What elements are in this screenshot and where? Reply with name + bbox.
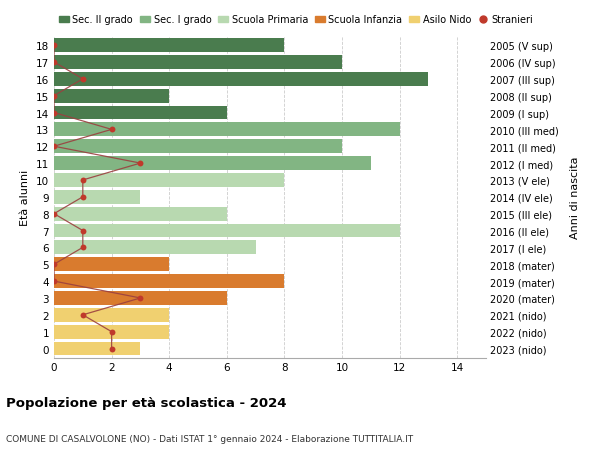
Point	[78, 244, 88, 252]
Point	[78, 177, 88, 184]
Bar	[54, 342, 140, 356]
Bar	[54, 123, 400, 137]
Point	[49, 278, 59, 285]
Bar	[54, 207, 227, 221]
Bar	[54, 174, 284, 187]
Bar	[54, 190, 140, 204]
Bar	[54, 73, 428, 86]
Point	[78, 194, 88, 201]
Point	[49, 261, 59, 269]
Point	[107, 345, 116, 353]
Point	[136, 295, 145, 302]
Bar	[54, 325, 169, 339]
Bar	[54, 274, 284, 288]
Bar	[54, 308, 169, 322]
Point	[49, 59, 59, 67]
Bar	[54, 140, 342, 154]
Bar	[54, 224, 400, 238]
Bar	[54, 90, 169, 103]
Point	[107, 126, 116, 134]
Bar	[54, 241, 256, 255]
Bar	[54, 56, 342, 70]
Point	[78, 227, 88, 235]
Bar	[54, 291, 227, 305]
Point	[49, 143, 59, 151]
Point	[136, 160, 145, 168]
Bar	[54, 157, 371, 171]
Point	[49, 110, 59, 117]
Bar	[54, 39, 284, 53]
Point	[78, 312, 88, 319]
Y-axis label: Età alunni: Età alunni	[20, 169, 31, 225]
Point	[49, 93, 59, 100]
Point	[49, 42, 59, 50]
Point	[107, 328, 116, 336]
Legend: Sec. II grado, Sec. I grado, Scuola Primaria, Scuola Infanzia, Asilo Nido, Stran: Sec. II grado, Sec. I grado, Scuola Prim…	[59, 16, 533, 25]
Text: Popolazione per età scolastica - 2024: Popolazione per età scolastica - 2024	[6, 396, 287, 409]
Point	[49, 211, 59, 218]
Bar	[54, 106, 227, 120]
Y-axis label: Anni di nascita: Anni di nascita	[570, 156, 580, 239]
Bar	[54, 258, 169, 272]
Text: COMUNE DI CASALVOLONE (NO) - Dati ISTAT 1° gennaio 2024 - Elaborazione TUTTITALI: COMUNE DI CASALVOLONE (NO) - Dati ISTAT …	[6, 434, 413, 442]
Point	[78, 76, 88, 83]
